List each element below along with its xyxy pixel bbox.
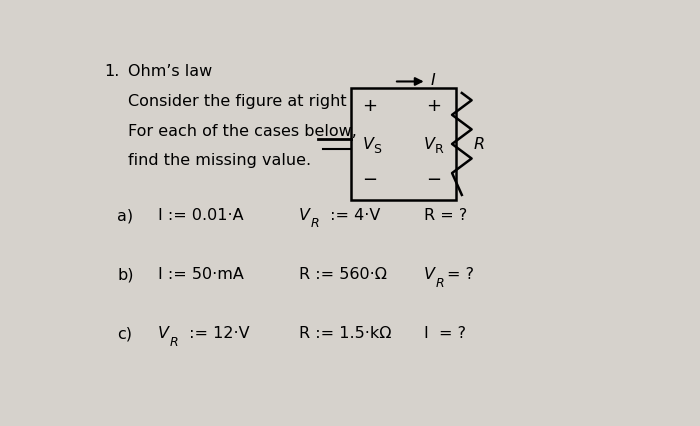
Text: b): b) bbox=[118, 267, 134, 282]
Text: R: R bbox=[435, 143, 444, 156]
Text: V: V bbox=[299, 207, 310, 223]
Text: +: + bbox=[426, 96, 441, 114]
Text: −: − bbox=[363, 170, 378, 188]
Text: c): c) bbox=[118, 326, 132, 341]
Text: R = ?: R = ? bbox=[424, 207, 467, 223]
Text: For each of the cases below,: For each of the cases below, bbox=[128, 123, 357, 138]
Text: R: R bbox=[474, 137, 485, 152]
Text: 1.: 1. bbox=[104, 64, 119, 79]
Text: −: − bbox=[426, 170, 441, 188]
Text: Ohm’s law: Ohm’s law bbox=[128, 64, 212, 79]
Text: find the missing value.: find the missing value. bbox=[128, 153, 312, 168]
Text: +: + bbox=[363, 96, 377, 114]
Text: R := 560·Ω: R := 560·Ω bbox=[299, 267, 387, 282]
Text: I  = ?: I = ? bbox=[424, 326, 466, 341]
Text: := 12·V: := 12·V bbox=[184, 326, 250, 341]
Text: R: R bbox=[170, 335, 178, 348]
Text: V: V bbox=[424, 137, 435, 152]
Text: V: V bbox=[363, 137, 374, 152]
Text: R: R bbox=[311, 217, 320, 230]
Text: I := 50·mA: I := 50·mA bbox=[158, 267, 244, 282]
Text: S: S bbox=[373, 143, 382, 156]
Text: I := 0.01·A: I := 0.01·A bbox=[158, 207, 244, 223]
Text: V: V bbox=[158, 326, 169, 341]
Bar bbox=[351, 89, 456, 200]
Text: = ?: = ? bbox=[447, 267, 474, 282]
Text: R := 1.5·kΩ: R := 1.5·kΩ bbox=[299, 326, 391, 341]
Text: a): a) bbox=[118, 207, 134, 223]
Text: V: V bbox=[424, 267, 435, 282]
Text: I: I bbox=[431, 73, 435, 88]
Text: := 4·V: := 4·V bbox=[325, 207, 381, 223]
Text: Consider the figure at right: Consider the figure at right bbox=[128, 94, 346, 109]
Text: R: R bbox=[436, 276, 445, 289]
